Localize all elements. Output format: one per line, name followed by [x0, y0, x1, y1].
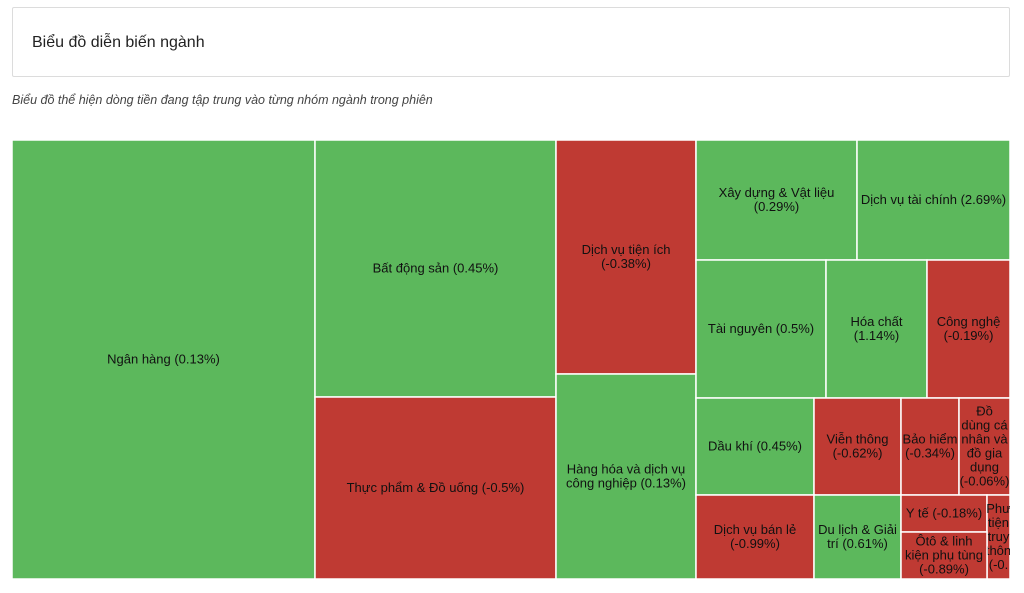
treemap-tile[interactable]: Đồ dùng cá nhân và đồ gia dụng (-0.06%) [958, 397, 1010, 496]
treemap-tile[interactable]: Du lịch & Giải trí (0.61%) [813, 494, 902, 580]
chart-subtitle: Biểu đồ thể hiện dòng tiền đang tập trun… [12, 93, 433, 107]
treemap-tile[interactable]: Viễn thông (-0.62%) [813, 397, 902, 496]
treemap-tile[interactable]: Phư tiện truy thôn (-0. [986, 494, 1010, 580]
treemap-label: Hàng hóa và dịch vụ công nghiệp (0.13%) [566, 462, 686, 491]
treemap-cell[interactable] [856, 140, 1010, 261]
treemap-label: Y tế (-0.18%) [906, 506, 982, 521]
industry-treemap: Ngân hàng (0.13%) Bất động sản (0.45%) Thự… [12, 140, 1010, 580]
treemap-label: Xây dựng & Vật liệu (0.29%) [719, 185, 835, 214]
treemap-tile[interactable]: Tài nguyên (0.5%) [695, 259, 827, 399]
treemap-label: Công nghệ (-0.19%) [937, 314, 1001, 343]
treemap-tile[interactable]: Công nghệ (-0.19%) [926, 259, 1010, 399]
treemap-label: Ngân hàng (0.13%) [107, 352, 220, 367]
treemap-cell[interactable] [813, 494, 902, 580]
treemap-label: Dịch vụ tài chính (2.69%) [861, 192, 1006, 207]
treemap-tile[interactable]: Dầu khí (0.45%) [695, 397, 815, 496]
header-panel: Biểu đồ diễn biến ngành [12, 7, 1010, 77]
treemap-cell[interactable] [314, 140, 557, 398]
treemap-cell[interactable] [12, 140, 316, 580]
treemap-tile[interactable]: Xây dựng & Vật liệu (0.29%) [695, 140, 858, 261]
treemap-cell[interactable] [900, 531, 988, 580]
treemap-tile[interactable]: Dịch vụ tài chính (2.69%) [856, 140, 1010, 261]
treemap-label: Dịch vụ tiện ích (-0.38%) [582, 242, 671, 271]
treemap-label: Đồ dùng cá nhân và đồ gia dụng (-0.06%) [960, 404, 1010, 489]
treemap-label: Viễn thông (-0.62%) [827, 432, 889, 461]
treemap-label: Bất động sản (0.45%) [373, 261, 499, 276]
treemap-tile[interactable]: Dịch vụ tiện ích (-0.38%) [555, 140, 697, 375]
page-title: Biểu đồ diễn biến ngành [32, 34, 205, 51]
treemap-tile[interactable]: Thực phẩm & Đồ uống (-0.5%) [314, 396, 557, 580]
treemap-label: Hóa chất (1.14%) [850, 314, 902, 343]
treemap-tile[interactable]: Y tế (-0.18%) [900, 494, 988, 533]
treemap-label: Ôtô & linh kiện phụ tùng (-0.89%) [905, 534, 983, 577]
treemap-cell[interactable] [926, 259, 1010, 399]
treemap-label: Phư tiện truy thôn (-0. [986, 501, 1010, 572]
treemap-label: Bảo hiểm (-0.34%) [903, 432, 958, 461]
treemap-cell[interactable] [813, 397, 902, 496]
treemap-tile[interactable]: Bất động sản (0.45%) [314, 140, 557, 398]
treemap-tile[interactable]: Ngân hàng (0.13%) [12, 140, 316, 580]
treemap-cell[interactable] [695, 494, 815, 580]
treemap-label: Tài nguyên (0.5%) [708, 321, 814, 336]
treemap-cell[interactable] [695, 397, 815, 496]
treemap-tile[interactable]: Hóa chất (1.14%) [825, 259, 928, 399]
treemap-label: Thực phẩm & Đồ uống (-0.5%) [347, 480, 525, 495]
treemap-cell[interactable] [695, 140, 858, 261]
treemap-label: Dịch vụ bán lẻ (-0.99%) [714, 522, 796, 551]
treemap-tile[interactable]: Ôtô & linh kiện phụ tùng (-0.89%) [900, 531, 988, 580]
treemap-label: Dầu khí (0.45%) [708, 439, 802, 454]
treemap-tile[interactable]: Dịch vụ bán lẻ (-0.99%) [695, 494, 815, 580]
treemap-label: Du lịch & Giải trí (0.61%) [818, 522, 897, 551]
treemap-cell[interactable] [825, 259, 928, 399]
treemap-tile[interactable]: Bảo hiểm (-0.34%) [900, 397, 960, 496]
treemap-cell[interactable] [555, 140, 697, 375]
treemap-tile[interactable]: Hàng hóa và dịch vụ công nghiệp (0.13%) [555, 373, 697, 580]
